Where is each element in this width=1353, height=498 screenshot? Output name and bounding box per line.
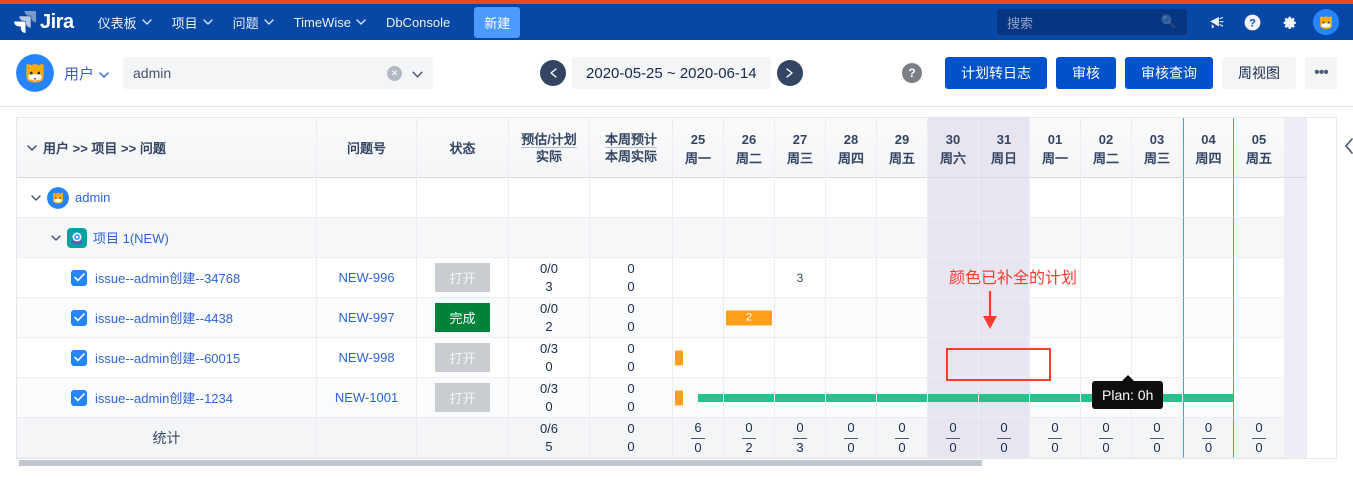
svg-text:?: ?	[1249, 17, 1256, 29]
